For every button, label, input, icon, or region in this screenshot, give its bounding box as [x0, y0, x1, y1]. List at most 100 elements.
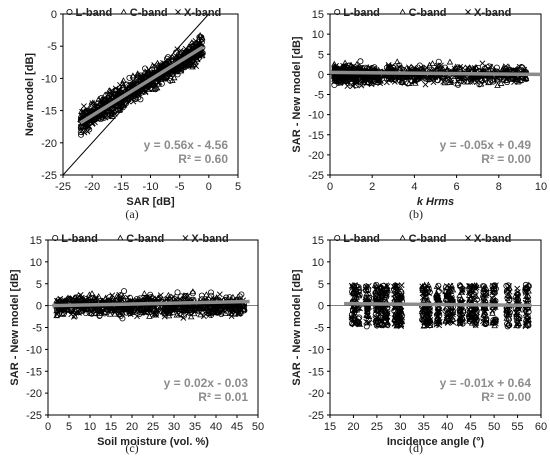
data-point — [336, 77, 344, 84]
x-tick-label: 45 — [465, 421, 477, 433]
data-point — [421, 295, 428, 302]
data-point — [464, 64, 471, 71]
data-point — [153, 305, 160, 312]
data-point — [377, 284, 385, 291]
y-tick-label: -15 — [308, 130, 324, 142]
data-point — [98, 304, 106, 311]
data-point — [199, 308, 206, 315]
y-tick-label: -15 — [26, 366, 42, 378]
x-tick-label: -5 — [175, 181, 185, 193]
data-point — [144, 295, 152, 301]
data-point — [500, 76, 507, 83]
data-point — [119, 79, 127, 86]
data-point — [365, 313, 373, 320]
y-tick-label: 10 — [312, 257, 324, 269]
data-point — [147, 84, 155, 91]
data-point — [199, 52, 206, 59]
data-point — [514, 78, 522, 85]
data-point — [366, 319, 373, 326]
data-point — [188, 39, 196, 46]
data-point — [99, 97, 106, 104]
data-point — [169, 53, 176, 60]
data-point — [397, 306, 405, 313]
data-point — [373, 76, 380, 83]
data-point — [483, 285, 490, 292]
data-point — [441, 79, 449, 86]
data-point — [358, 82, 365, 89]
regression-line — [344, 301, 532, 308]
x-tick-label: 50 — [252, 421, 264, 433]
data-point — [522, 281, 529, 288]
data-point — [522, 76, 529, 83]
legend-label: L-band — [76, 7, 113, 19]
x-tick-label: 40 — [210, 421, 222, 433]
data-point — [390, 77, 397, 84]
x-tick-label: 4 — [411, 181, 417, 193]
data-point — [92, 295, 99, 302]
y-tick-label: -10 — [41, 73, 57, 85]
data-point — [124, 294, 131, 301]
panel-caption: (a) — [125, 207, 138, 221]
y-tick-label: -15 — [41, 106, 57, 118]
data-point — [66, 296, 74, 303]
data-point — [433, 282, 441, 289]
data-point — [489, 307, 496, 314]
y-axis-label: New model [dB] — [24, 53, 36, 136]
data-point — [490, 282, 496, 289]
y-tick-label: 15 — [312, 235, 324, 247]
data-point — [472, 292, 480, 299]
data-point — [233, 306, 241, 313]
data-point — [92, 310, 99, 317]
data-point — [377, 283, 385, 290]
y-tick-label: 0 — [51, 9, 57, 21]
x-axis-label: Incidence angle (°) — [387, 436, 485, 448]
data-point — [349, 288, 356, 295]
data-point — [86, 309, 93, 316]
data-point — [455, 74, 463, 81]
data-point — [505, 308, 513, 315]
data-point — [185, 309, 192, 316]
data-point — [457, 317, 464, 324]
data-point — [99, 111, 106, 118]
data-point — [395, 291, 403, 298]
legend-marker-l-band — [334, 234, 341, 241]
data-point — [384, 319, 392, 326]
data-point — [491, 285, 498, 292]
data-point — [154, 74, 162, 81]
data-point — [489, 309, 496, 316]
data-point — [137, 74, 144, 81]
data-point — [497, 79, 505, 86]
data-point — [117, 292, 124, 299]
data-point — [419, 286, 427, 293]
x-tick-label: 8 — [496, 181, 502, 193]
data-point — [109, 292, 116, 299]
data-point — [122, 305, 129, 311]
x-tick-label: 5 — [66, 421, 72, 433]
data-point — [141, 290, 148, 297]
data-point — [173, 306, 181, 312]
data-point — [459, 289, 465, 296]
x-tick-label: 15 — [105, 421, 117, 433]
data-point — [459, 314, 467, 321]
data-point — [348, 314, 355, 321]
data-point — [236, 293, 243, 300]
data-point — [475, 64, 482, 71]
data-point — [505, 320, 512, 327]
data-point — [88, 290, 96, 297]
data-point — [350, 282, 357, 289]
data-point — [489, 296, 496, 303]
data-point — [78, 295, 84, 302]
data-point — [91, 114, 99, 120]
y-tick-label: -10 — [308, 110, 324, 122]
data-point — [443, 304, 450, 311]
data-point — [189, 304, 196, 311]
data-point — [362, 294, 369, 301]
data-point — [480, 311, 487, 318]
data-point — [153, 295, 159, 302]
data-point — [504, 323, 511, 330]
data-point — [392, 282, 399, 289]
data-point — [465, 66, 472, 73]
data-point — [137, 306, 144, 313]
data-point — [189, 290, 196, 297]
data-point — [93, 105, 100, 112]
